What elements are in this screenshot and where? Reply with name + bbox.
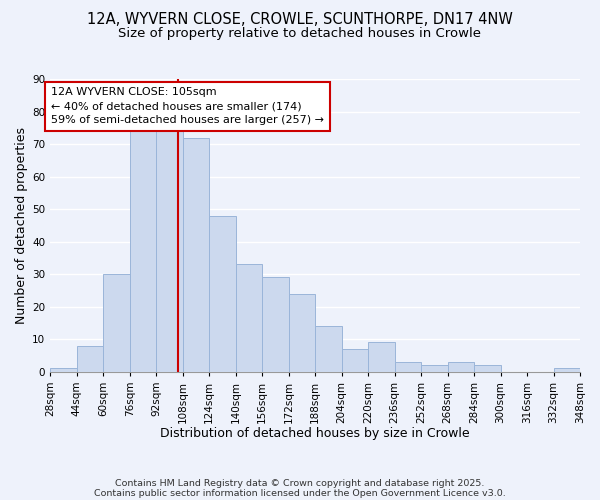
Bar bbox=[156, 128, 182, 372]
Bar bbox=[474, 365, 500, 372]
Text: Contains HM Land Registry data © Crown copyright and database right 2025.: Contains HM Land Registry data © Crown c… bbox=[115, 478, 485, 488]
Bar bbox=[130, 131, 156, 372]
Bar bbox=[103, 274, 130, 372]
Text: Size of property relative to detached houses in Crowle: Size of property relative to detached ho… bbox=[119, 28, 482, 40]
Bar bbox=[262, 278, 289, 372]
Bar bbox=[341, 349, 368, 372]
Bar bbox=[395, 362, 421, 372]
Bar bbox=[236, 264, 262, 372]
Bar bbox=[77, 346, 103, 372]
Bar bbox=[368, 342, 395, 372]
Bar bbox=[182, 138, 209, 372]
Text: Contains public sector information licensed under the Open Government Licence v3: Contains public sector information licen… bbox=[94, 488, 506, 498]
Bar bbox=[554, 368, 580, 372]
Bar bbox=[209, 216, 236, 372]
Bar bbox=[289, 294, 315, 372]
Y-axis label: Number of detached properties: Number of detached properties bbox=[15, 127, 28, 324]
Text: 12A WYVERN CLOSE: 105sqm
← 40% of detached houses are smaller (174)
59% of semi-: 12A WYVERN CLOSE: 105sqm ← 40% of detach… bbox=[51, 87, 324, 125]
Text: 12A, WYVERN CLOSE, CROWLE, SCUNTHORPE, DN17 4NW: 12A, WYVERN CLOSE, CROWLE, SCUNTHORPE, D… bbox=[87, 12, 513, 28]
Bar bbox=[50, 368, 77, 372]
X-axis label: Distribution of detached houses by size in Crowle: Distribution of detached houses by size … bbox=[160, 427, 470, 440]
Bar bbox=[421, 365, 448, 372]
Bar bbox=[315, 326, 341, 372]
Bar bbox=[448, 362, 474, 372]
